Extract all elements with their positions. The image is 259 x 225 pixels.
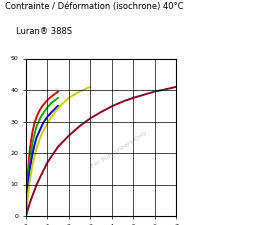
Text: Luran® 388S: Luran® 388S — [16, 27, 72, 36]
Text: For Subscribers Only: For Subscribers Only — [90, 130, 148, 169]
Text: Contrainte / Déformation (isochrone) 40°C: Contrainte / Déformation (isochrone) 40°… — [5, 2, 184, 11]
